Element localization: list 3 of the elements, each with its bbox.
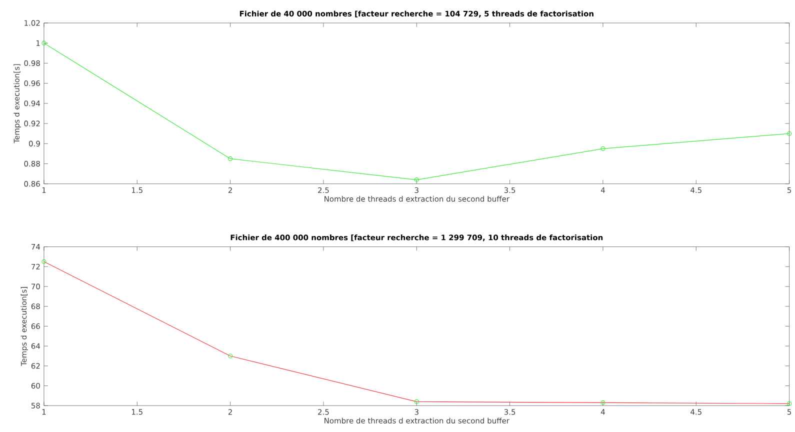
point: [600, 146, 606, 152]
point: [228, 156, 233, 162]
point: [414, 178, 419, 182]
